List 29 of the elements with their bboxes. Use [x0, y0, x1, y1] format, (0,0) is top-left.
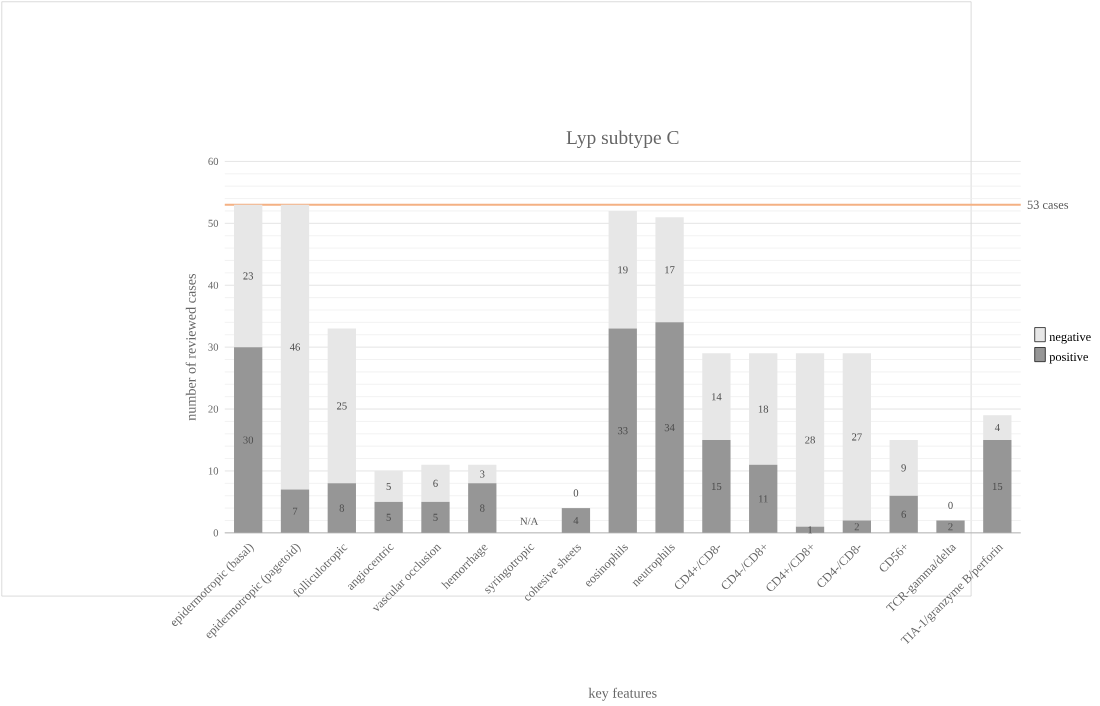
- bar: [655, 322, 684, 533]
- bar: [234, 346, 263, 533]
- bar: [280, 489, 310, 533]
- bar: [374, 501, 403, 533]
- bar: [983, 439, 1012, 533]
- bar: [608, 210, 637, 329]
- bar: [468, 464, 497, 484]
- bar: [702, 439, 731, 533]
- bar: [468, 483, 497, 533]
- bar: [608, 328, 637, 533]
- chart-title: Lyp subtype C: [566, 130, 679, 148]
- bar: [842, 520, 872, 533]
- bar: [983, 414, 1012, 440]
- bar: [421, 501, 450, 533]
- bar: [327, 328, 356, 484]
- bar: [561, 507, 591, 533]
- bar: [749, 353, 778, 465]
- bar: [374, 470, 403, 502]
- bar: [327, 483, 356, 533]
- bar: [889, 439, 918, 496]
- bar: [234, 204, 263, 347]
- bar: [936, 520, 965, 533]
- bar: [749, 464, 778, 533]
- bar: [280, 204, 310, 490]
- bar: [655, 216, 684, 323]
- bar: [702, 353, 731, 440]
- bar: [795, 526, 825, 533]
- bar: [889, 495, 918, 533]
- bar: [421, 464, 450, 502]
